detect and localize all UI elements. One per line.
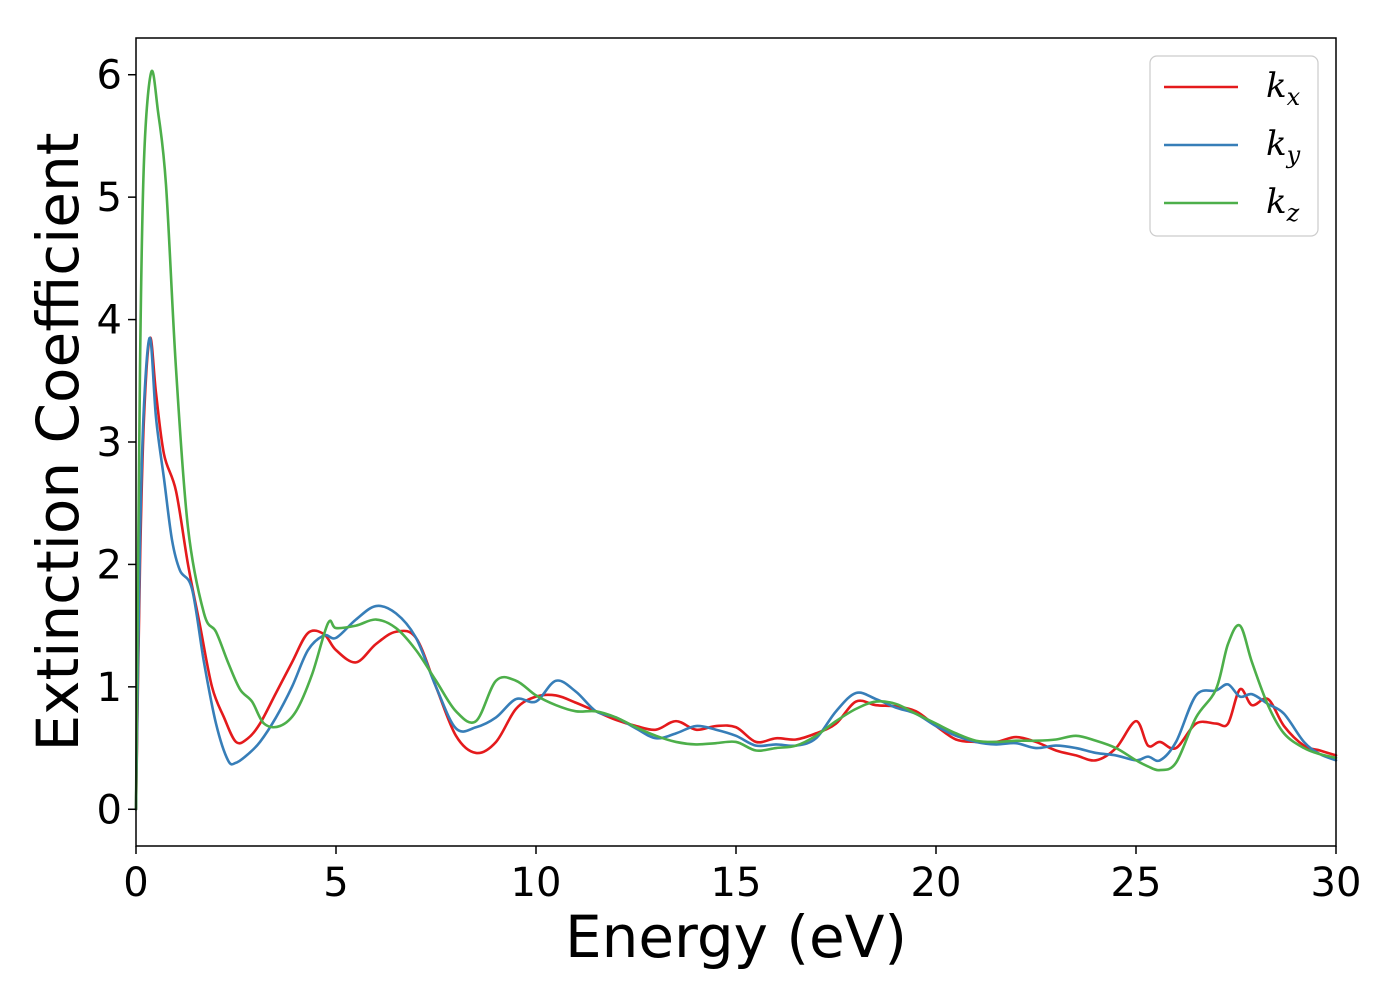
y-tick-label: 4 (97, 298, 122, 344)
y-tick-label: 2 (97, 542, 122, 588)
series-line-kz (134, 69, 1338, 811)
legend-label-kz: kz (1266, 182, 1300, 227)
y-tick-label: 6 (97, 53, 122, 99)
y-axis-ticks: 0 1 2 3 4 5 6 (97, 53, 136, 833)
legend-label-ky: ky (1266, 124, 1301, 169)
x-tick-label: 25 (1111, 860, 1162, 906)
x-tick-label: 15 (711, 860, 762, 906)
y-axis-title: Extinction Coefficient (24, 133, 92, 752)
x-tick-label: 20 (911, 860, 962, 906)
x-tick-label: 5 (323, 860, 348, 906)
x-tick-label: 30 (1311, 860, 1362, 906)
y-tick-label: 5 (97, 175, 122, 221)
x-tick-label: 0 (123, 860, 148, 906)
y-tick-label: 0 (97, 787, 122, 833)
legend: kx ky kz (1149, 55, 1319, 237)
x-tick-label: 10 (511, 860, 562, 906)
x-axis-title: Energy (eV) (565, 903, 907, 971)
series-line-kx (134, 336, 1338, 811)
y-tick-label: 1 (97, 665, 122, 711)
y-tick-label: 3 (97, 420, 122, 466)
series-line-ky (134, 336, 1338, 811)
x-axis-ticks: 0 5 10 15 20 25 30 (123, 846, 1361, 906)
legend-label-kx: kx (1266, 66, 1301, 111)
series-lines (134, 69, 1338, 811)
